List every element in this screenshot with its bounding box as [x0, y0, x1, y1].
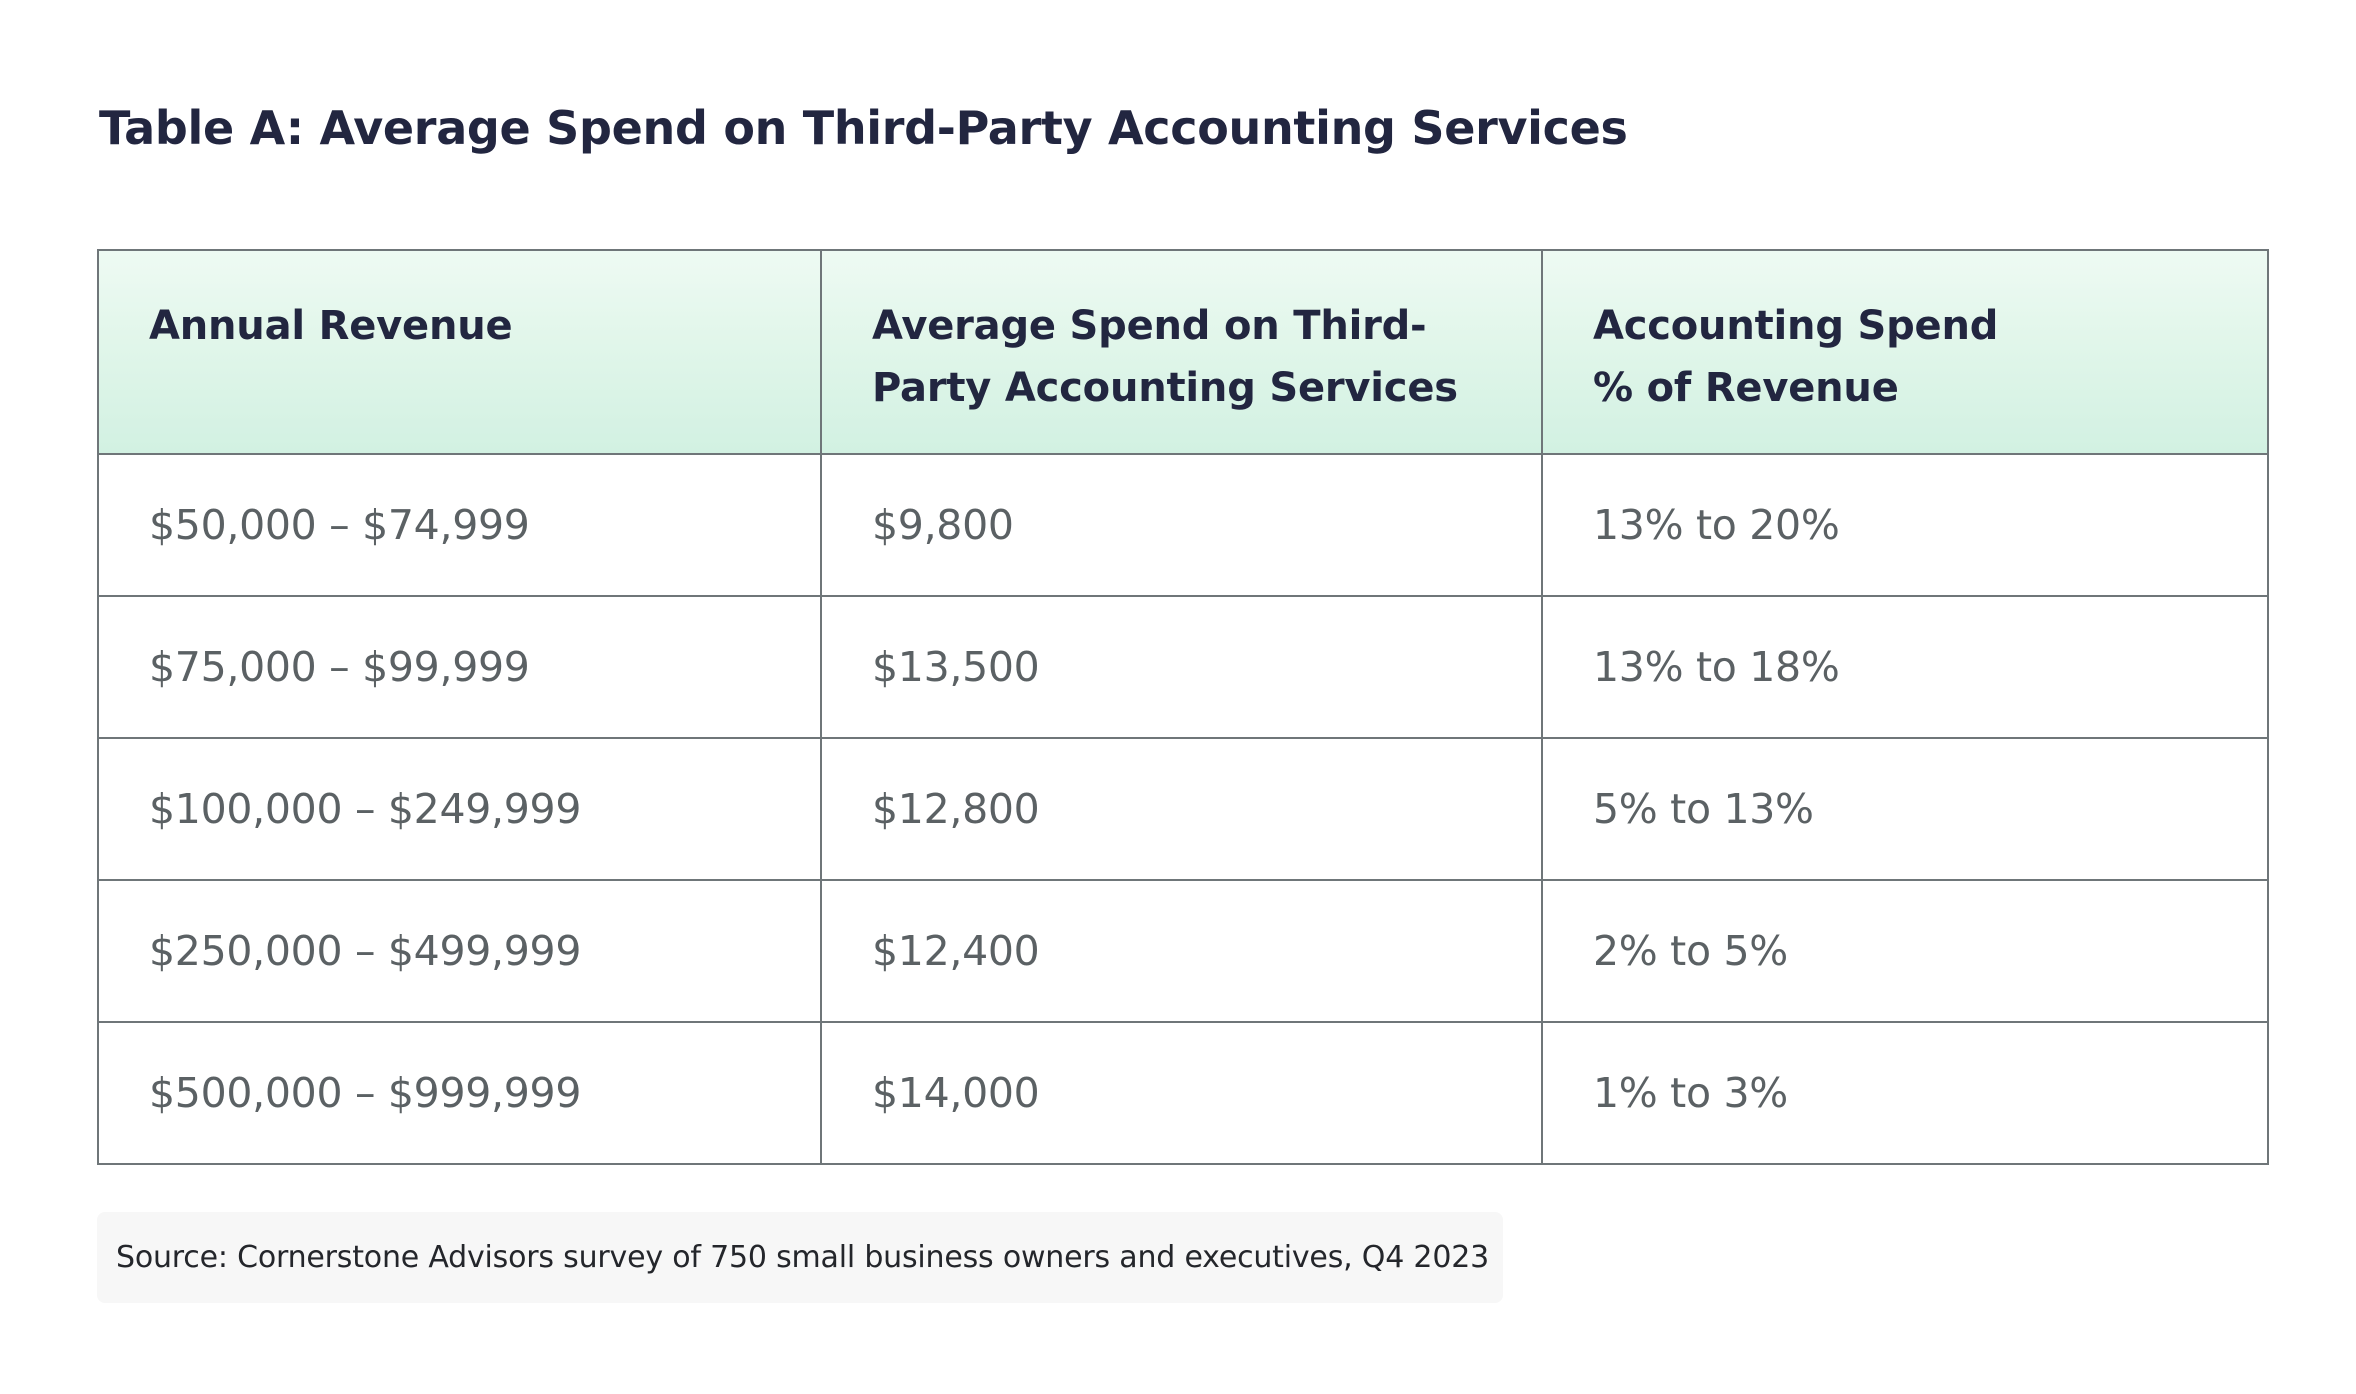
cell-percent-of-revenue: 13% to 20% [1541, 453, 2269, 597]
cell-percent-of-revenue: 1% to 3% [1541, 1021, 2269, 1165]
spend-table: Annual Revenue Average Spend on Third- P… [97, 249, 2269, 1165]
header-line: % of Revenue [1593, 365, 1899, 411]
table-row: $500,000 – $999,999 $14,000 1% to 3% [97, 1021, 2269, 1165]
column-header-annual-revenue: Annual Revenue [97, 249, 822, 455]
cell-percent-of-revenue: 2% to 5% [1541, 879, 2269, 1023]
cell-average-spend: $9,800 [820, 453, 1543, 597]
column-header-average-spend: Average Spend on Third- Party Accounting… [820, 249, 1543, 455]
cell-annual-revenue: $75,000 – $99,999 [97, 595, 822, 739]
table-title: Table A: Average Spend on Third-Party Ac… [99, 101, 1628, 155]
cell-annual-revenue: $100,000 – $249,999 [97, 737, 822, 881]
table-row: $75,000 – $99,999 $13,500 13% to 18% [97, 595, 2269, 739]
cell-annual-revenue: $50,000 – $74,999 [97, 453, 822, 597]
source-note: Source: Cornerstone Advisors survey of 7… [97, 1212, 1503, 1303]
header-line: Party Accounting Services [872, 365, 1458, 411]
source-text: Source: Cornerstone Advisors survey of 7… [116, 1240, 1489, 1275]
cell-percent-of-revenue: 13% to 18% [1541, 595, 2269, 739]
table-row: $50,000 – $74,999 $9,800 13% to 20% [97, 453, 2269, 597]
header-line: Accounting Spend [1593, 303, 1999, 349]
header-line: Annual Revenue [149, 303, 513, 349]
cell-average-spend: $14,000 [820, 1021, 1543, 1165]
header-line: Average Spend on Third- [872, 303, 1427, 349]
cell-average-spend: $13,500 [820, 595, 1543, 739]
cell-average-spend: $12,800 [820, 737, 1543, 881]
cell-percent-of-revenue: 5% to 13% [1541, 737, 2269, 881]
cell-annual-revenue: $250,000 – $499,999 [97, 879, 822, 1023]
table-header-row: Annual Revenue Average Spend on Third- P… [97, 249, 2269, 455]
table-row: $100,000 – $249,999 $12,800 5% to 13% [97, 737, 2269, 881]
table-row: $250,000 – $499,999 $12,400 2% to 5% [97, 879, 2269, 1023]
column-header-percent-of-revenue: Accounting Spend % of Revenue [1541, 249, 2269, 455]
cell-average-spend: $12,400 [820, 879, 1543, 1023]
cell-annual-revenue: $500,000 – $999,999 [97, 1021, 822, 1165]
